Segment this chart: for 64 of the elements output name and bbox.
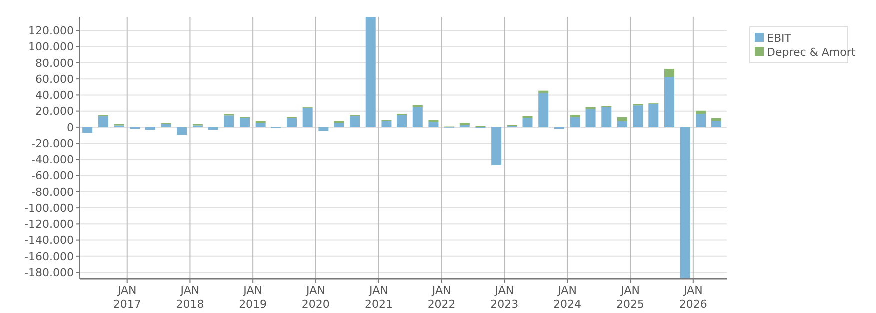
bar (161, 124, 172, 128)
bar (680, 127, 690, 279)
x-tick-label: JAN 2017 (113, 284, 142, 311)
x-tick-label: JAN 2020 (302, 284, 330, 311)
bar (82, 127, 93, 134)
bar (648, 104, 659, 128)
y-tick-label: -20.000 (32, 137, 74, 150)
y-tick-label: 40.000 (36, 89, 74, 102)
bar (633, 106, 644, 128)
legend-label: Deprec & Amort (767, 46, 856, 59)
x-tick-label: JAN 2021 (364, 284, 393, 311)
bar (522, 118, 533, 128)
bar (366, 17, 376, 128)
bar (602, 107, 612, 128)
y-tick-label: 20.000 (36, 105, 74, 118)
bar (318, 127, 329, 132)
legend-label: EBIT (767, 32, 792, 45)
y-tick-label: 100.000 (28, 40, 74, 54)
bar (586, 109, 596, 128)
bar (224, 116, 234, 128)
bar (240, 118, 250, 128)
y-tick-label: -120.000 (24, 218, 74, 232)
y-tick-label: -100.000 (24, 202, 74, 215)
x-tick-label: JAN 2019 (239, 284, 268, 311)
bar (428, 122, 439, 128)
y-tick-label: -40.000 (32, 154, 74, 167)
bar (538, 93, 549, 128)
x-tick-label: JAN 2018 (176, 284, 204, 311)
bar (696, 110, 706, 114)
y-tick-label: -140.000 (24, 234, 74, 248)
bar (696, 114, 706, 128)
y-tick-label: -60.000 (32, 170, 74, 183)
y-tick-label: 120.000 (28, 24, 74, 38)
bar (256, 123, 266, 128)
bar (98, 116, 108, 128)
bar (412, 107, 423, 128)
bar (617, 117, 628, 122)
bar (397, 115, 408, 128)
bar (711, 118, 722, 122)
bar (664, 68, 674, 78)
bar (570, 117, 580, 128)
bar (334, 123, 344, 128)
bar (208, 127, 218, 130)
bar (350, 116, 360, 128)
x-tick-label: JAN 2026 (679, 284, 708, 311)
y-tick-label: -160.000 (24, 250, 74, 264)
y-tick-label: -180.000 (24, 266, 74, 280)
bar (492, 127, 502, 166)
x-tick-label: JAN 2023 (490, 284, 519, 311)
y-tick-label: 0 (67, 121, 74, 134)
bar (617, 121, 628, 128)
bar (177, 127, 188, 136)
bar (382, 121, 392, 128)
x-tick-label: JAN 2025 (616, 284, 645, 311)
bar (145, 127, 156, 130)
y-tick-label: 60.000 (36, 72, 74, 86)
bar (711, 121, 722, 128)
x-tick-label: JAN 2024 (554, 284, 582, 311)
x-tick-label: JAN 2022 (428, 284, 456, 311)
bar (302, 108, 313, 128)
bar (286, 118, 297, 128)
bar (664, 77, 674, 128)
y-tick-label: -80.000 (32, 186, 74, 199)
y-tick-label: 80.000 (36, 56, 74, 70)
